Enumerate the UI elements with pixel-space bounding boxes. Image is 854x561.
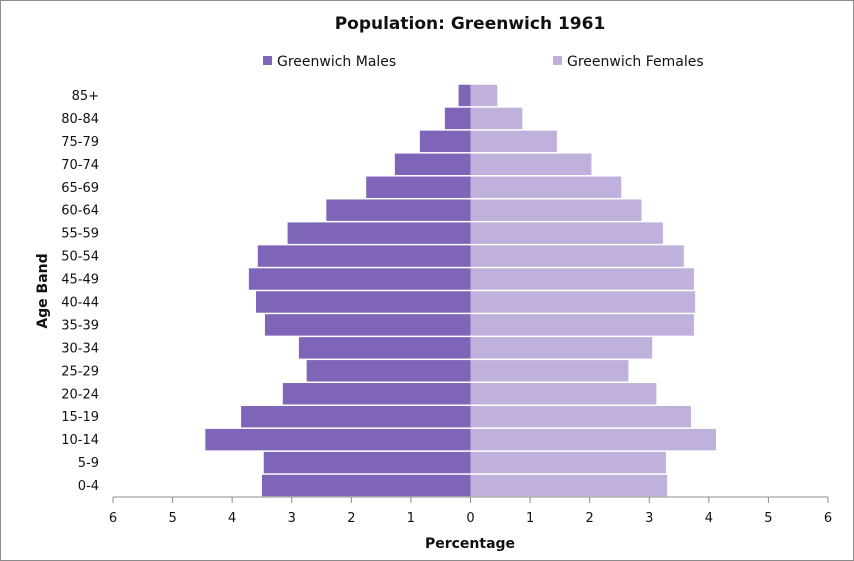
category-labels: 0-4 5-9 10-14 15-19 20-24 25-29 30-34 35-39 40-4… <box>61 89 99 494</box>
male-bar-50-54 <box>257 245 471 267</box>
male-bar-60-64 <box>326 199 471 221</box>
x-tick-label: 2 <box>347 511 355 526</box>
legend: Greenwich Males Greenwich Females <box>263 54 704 70</box>
x-tick-label: 3 <box>288 511 296 526</box>
x-tick-label: 0 <box>466 511 474 526</box>
x-tick-label: 5 <box>764 511 772 526</box>
x-tick-label: 4 <box>705 511 713 526</box>
category-label: 50-54 <box>61 250 99 265</box>
female-bar-85+ <box>470 84 498 107</box>
male-bar-85+ <box>458 84 471 107</box>
x-tick-label: 2 <box>586 511 594 526</box>
female-bar-15-19 <box>470 405 691 428</box>
category-label: 65-69 <box>61 181 99 196</box>
female-bar-75-79 <box>470 130 557 153</box>
female-bar-80-84 <box>470 107 523 130</box>
female-bar-20-24 <box>470 383 657 405</box>
x-tick-label: 4 <box>228 511 236 526</box>
male-bar-45-49 <box>248 268 471 290</box>
female-bar-25-29 <box>470 360 629 382</box>
x-tick-label: 3 <box>645 511 653 526</box>
male-bar-0-4 <box>261 474 471 497</box>
category-label: 0-4 <box>78 479 99 494</box>
female-legend-swatch <box>553 56 562 65</box>
male-bar-20-24 <box>282 383 471 405</box>
female-bar-70-74 <box>470 153 592 176</box>
male-legend-swatch <box>263 56 272 65</box>
male-bar-75-79 <box>419 130 471 153</box>
male-bar-15-19 <box>241 405 471 428</box>
category-label: 70-74 <box>61 158 99 173</box>
male-bar-5-9 <box>263 451 471 474</box>
female-bar-50-54 <box>470 245 684 267</box>
x-tick-label: 6 <box>824 511 832 526</box>
x-tick-label: 5 <box>168 511 176 526</box>
male-bar-55-59 <box>287 222 471 244</box>
x-tick-label: 6 <box>109 511 117 526</box>
x-axis: 6 5 4 3 2 1 0 1 2 3 4 5 6 <box>109 496 832 526</box>
category-label: 75-79 <box>61 135 99 150</box>
female-legend-label: Greenwich Females <box>567 54 704 70</box>
male-bar-35-39 <box>264 314 471 336</box>
category-label: 45-49 <box>61 273 99 288</box>
bars <box>205 84 716 497</box>
male-bar-80-84 <box>444 107 471 130</box>
male-bar-40-44 <box>256 291 471 313</box>
category-label: 80-84 <box>61 112 99 127</box>
male-bar-30-34 <box>298 337 471 359</box>
male-bar-70-74 <box>394 153 471 176</box>
female-bar-5-9 <box>470 451 666 474</box>
female-bar-30-34 <box>470 337 653 359</box>
x-tick-label: 1 <box>407 511 415 526</box>
x-tick-label: 1 <box>526 511 534 526</box>
category-label: 40-44 <box>61 295 99 310</box>
female-bar-55-59 <box>470 222 663 244</box>
category-label: 15-19 <box>61 410 99 425</box>
male-bar-25-29 <box>306 360 471 382</box>
male-legend-label: Greenwich Males <box>277 54 396 70</box>
female-bar-35-39 <box>470 314 694 336</box>
male-bar-10-14 <box>205 428 471 451</box>
category-label: 35-39 <box>61 318 99 333</box>
female-bar-10-14 <box>470 428 716 451</box>
male-bar-65-69 <box>366 176 471 198</box>
category-label: 55-59 <box>61 227 99 242</box>
female-bar-65-69 <box>470 176 622 198</box>
category-label: 20-24 <box>61 387 99 402</box>
category-label: 60-64 <box>61 204 99 219</box>
female-bar-0-4 <box>470 474 668 497</box>
category-label: 5-9 <box>78 456 99 471</box>
female-bar-40-44 <box>470 291 696 313</box>
female-bar-45-49 <box>470 268 694 290</box>
category-label: 85+ <box>72 89 99 104</box>
category-label: 30-34 <box>61 341 99 356</box>
category-label: 10-14 <box>61 433 99 448</box>
chart-title: Population: Greenwich 1961 <box>335 14 606 34</box>
female-bar-60-64 <box>470 199 642 221</box>
category-label: 25-29 <box>61 364 99 379</box>
x-axis-title: Percentage <box>425 536 515 552</box>
y-axis-title: Age Band <box>35 253 51 328</box>
